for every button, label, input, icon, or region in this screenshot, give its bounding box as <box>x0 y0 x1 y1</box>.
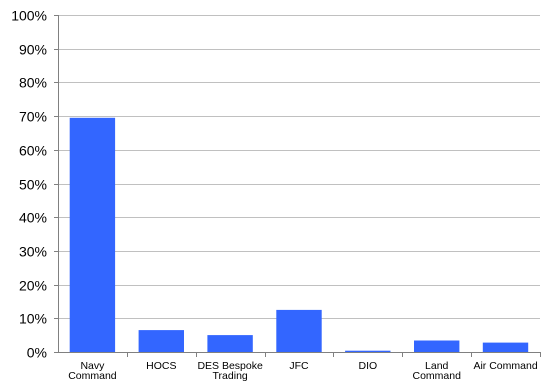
y-tick-label: 40% <box>19 210 47 226</box>
y-tick-label: 50% <box>19 177 47 193</box>
y-tick-labels: 0% 10% 20% 30% 40% 50% 60% 70% 80% 90% 100% <box>11 8 47 361</box>
x-tick-label: Land Command <box>412 360 461 382</box>
x-tick-label: Air Command <box>473 360 537 372</box>
x-tick-label: DIO <box>359 360 378 372</box>
y-tick-label: 20% <box>19 278 47 294</box>
y-tick-label: 80% <box>19 75 47 91</box>
x-tick-label: HOCS <box>146 360 176 372</box>
x-tick-label: Navy Command <box>68 360 117 382</box>
bar <box>482 342 529 352</box>
bar <box>414 340 460 352</box>
y-tick-label: 30% <box>19 244 47 260</box>
bars <box>69 117 529 352</box>
axes <box>54 15 541 357</box>
x-tick-label: DES Bespoke Trading <box>197 360 263 382</box>
x-tick-label: JFC <box>289 360 309 372</box>
bar <box>276 309 322 352</box>
bar <box>69 117 116 352</box>
y-tick-label: 90% <box>19 42 47 58</box>
bar <box>345 350 391 352</box>
y-tick-label: 10% <box>19 311 47 327</box>
y-tick-label: 60% <box>19 143 47 159</box>
bar <box>207 335 253 352</box>
y-tick-label: 70% <box>19 109 47 125</box>
x-tick-labels: Navy Command HOCS DES Bespoke Trading JFC DIO L… <box>68 360 538 382</box>
y-tick-label: 100% <box>11 8 47 24</box>
gridlines <box>58 15 540 319</box>
y-tick-label: 0% <box>27 345 47 361</box>
bar <box>138 330 184 352</box>
